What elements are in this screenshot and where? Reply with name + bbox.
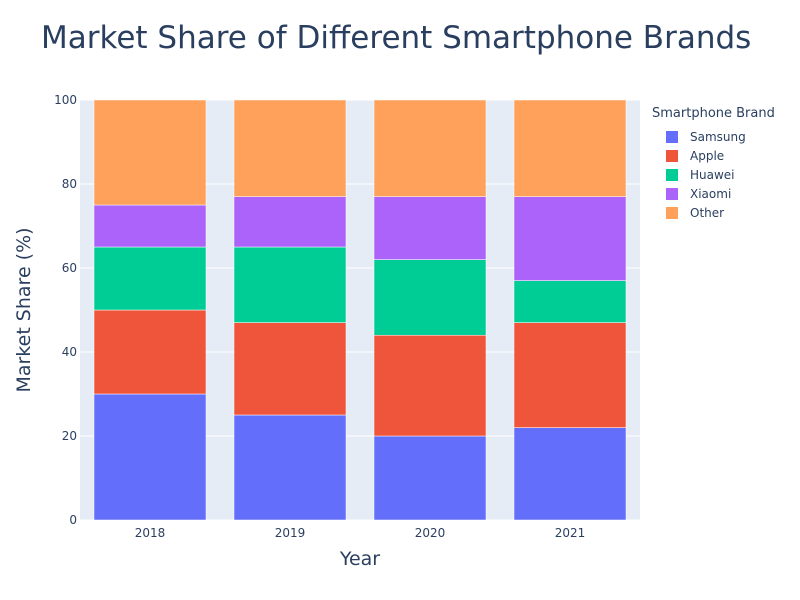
legend-swatch xyxy=(666,168,678,181)
bar-huawei-2019 xyxy=(233,246,347,323)
bar-other-2020 xyxy=(373,99,487,197)
plot-area: 0 20 40 60 80 100 2018 2019 2020 2021 xyxy=(54,93,640,540)
legend-item-other[interactable]: Other xyxy=(652,203,775,222)
y-tick-label: 40 xyxy=(62,345,77,359)
legend-item-samsung[interactable]: Samsung xyxy=(652,127,775,146)
bar-huawei-2021 xyxy=(513,280,627,323)
y-tick-label: 60 xyxy=(62,261,77,275)
bar-xiaomi-2021 xyxy=(513,196,627,281)
bar-other-2018 xyxy=(93,99,207,206)
legend-label: Apple xyxy=(690,148,725,163)
bar-other-2019 xyxy=(233,99,347,197)
x-tick-label: 2020 xyxy=(415,526,446,540)
legend: Smartphone Brand Samsung Apple Huawei Xiaom… xyxy=(652,106,775,222)
y-tick-label: 100 xyxy=(54,93,77,107)
legend-label: Xiaomi xyxy=(690,186,732,201)
legend-item-huawei[interactable]: Huawei xyxy=(652,165,775,184)
legend-item-apple[interactable]: Apple xyxy=(652,146,775,165)
bar-samsung-2019 xyxy=(233,414,347,521)
bar-apple-2019 xyxy=(233,322,347,416)
x-axis-title: Year xyxy=(339,548,380,570)
chart-title: Market Share of Different Smartphone Bra… xyxy=(41,20,752,56)
x-tick-label: 2018 xyxy=(135,526,166,540)
bar-huawei-2018 xyxy=(93,246,207,311)
y-tick-label: 0 xyxy=(69,513,77,527)
legend-swatch xyxy=(666,187,678,200)
bar-xiaomi-2018 xyxy=(93,204,207,248)
x-tick-label: 2021 xyxy=(555,526,586,540)
bar-apple-2021 xyxy=(513,322,627,428)
x-tick-label: 2019 xyxy=(275,526,306,540)
bar-xiaomi-2020 xyxy=(373,196,487,260)
y-axis-title: Market Share (%) xyxy=(13,227,35,392)
bar-apple-2018 xyxy=(93,309,207,395)
legend-swatch xyxy=(666,206,678,219)
legend-label: Samsung xyxy=(690,129,746,144)
bar-apple-2020 xyxy=(373,334,487,437)
y-tick-label: 20 xyxy=(62,429,77,443)
bar-samsung-2020 xyxy=(373,435,487,521)
legend-label: Huawei xyxy=(690,167,735,182)
bar-samsung-2021 xyxy=(513,427,627,521)
legend-swatch xyxy=(666,149,678,162)
legend-items: Samsung Apple Huawei Xiaomi Other xyxy=(652,127,775,222)
legend-item-xiaomi[interactable]: Xiaomi xyxy=(652,184,775,203)
bar-xiaomi-2019 xyxy=(233,196,347,248)
legend-label: Other xyxy=(690,205,725,220)
bar-samsung-2018 xyxy=(93,393,207,521)
y-tick-label: 80 xyxy=(62,177,77,191)
legend-title: Smartphone Brand xyxy=(652,106,775,121)
legend-swatch xyxy=(666,130,678,143)
bar-huawei-2020 xyxy=(373,259,487,336)
bar-other-2021 xyxy=(513,99,627,197)
